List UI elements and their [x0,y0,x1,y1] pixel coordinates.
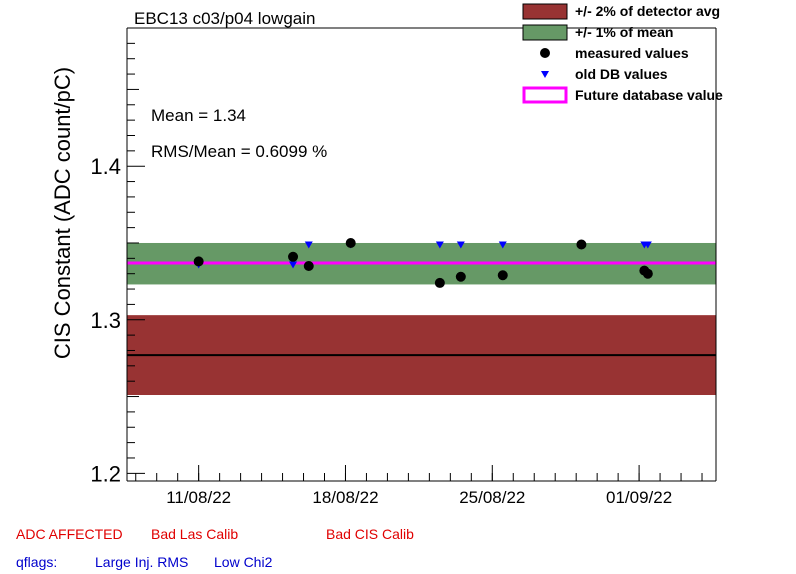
legend-swatch-mean_band [522,24,568,41]
olddb-point-9 [643,241,652,249]
olddb-point-4 [435,241,444,249]
measured-point-1 [288,251,299,262]
measured-point-0 [193,256,204,267]
lines-layer [127,261,716,357]
measured-point-9 [642,268,653,279]
chart-title: EBC13 c03/p04 lowgain [134,9,315,28]
qflag-low-chi2: Low Chi2 [214,554,273,570]
x-tick-label: 18/08/22 [312,488,378,507]
measured-point-3 [345,237,356,248]
measured-point-5 [455,271,466,282]
olddb-point-1 [289,261,298,269]
rms-annotation: RMS/Mean = 0.6099 % [151,142,327,161]
measured-point-6 [497,270,508,281]
legend-label-olddb: old DB values [575,66,668,82]
olddb-point-6 [498,241,507,249]
y-tick-label: 1.2 [90,461,121,486]
x-tick-label: 11/08/22 [166,488,231,507]
legend-label-mean_band: +/- 1% of mean [575,24,673,40]
mean-annotation: Mean = 1.34 [151,106,246,125]
legend-swatch-future [522,86,568,104]
y-tick-label: 1.3 [90,308,121,333]
qflag-large-inj-rms: Large Inj. RMS [95,554,189,570]
y-tick-label: 1.4 [90,154,121,179]
bands-layer [127,242,716,396]
qflags-label: qflags: [16,554,58,570]
x-tick-label: 25/08/22 [459,488,525,507]
legend-swatch-detector_band [522,3,568,20]
legend-label-measured: measured values [575,45,689,61]
olddb-point-5 [456,241,465,249]
legend-label-future: Future database value [575,87,723,103]
legend-swatch-olddb [541,71,549,78]
olddb-point-2 [304,241,313,249]
flag-bad-cis-calib: Bad CIS Calib [326,526,414,542]
legend: +/- 2% of detector avg +/- 1% of mean meas… [522,3,723,104]
flag-bad-las-calib: Bad Las Calib [151,526,239,542]
legend-label-detector_band: +/- 2% of detector avg [575,3,720,19]
measured-point-2 [303,261,314,272]
measured-point-7 [576,239,587,250]
flag-adc-affected: ADC AFFECTED [16,526,123,542]
measured-point-4 [434,277,445,288]
x-tick-label: 01/09/22 [606,488,672,507]
legend-swatch-measured [540,48,550,58]
points-layer [193,237,653,288]
y-axis-label: CIS Constant (ADC count/pC) [50,67,75,359]
axes-layer: 1.2 1.3 1.4 11/08/22 18/08/22 25/08/22 01/09/2… [90,27,717,507]
